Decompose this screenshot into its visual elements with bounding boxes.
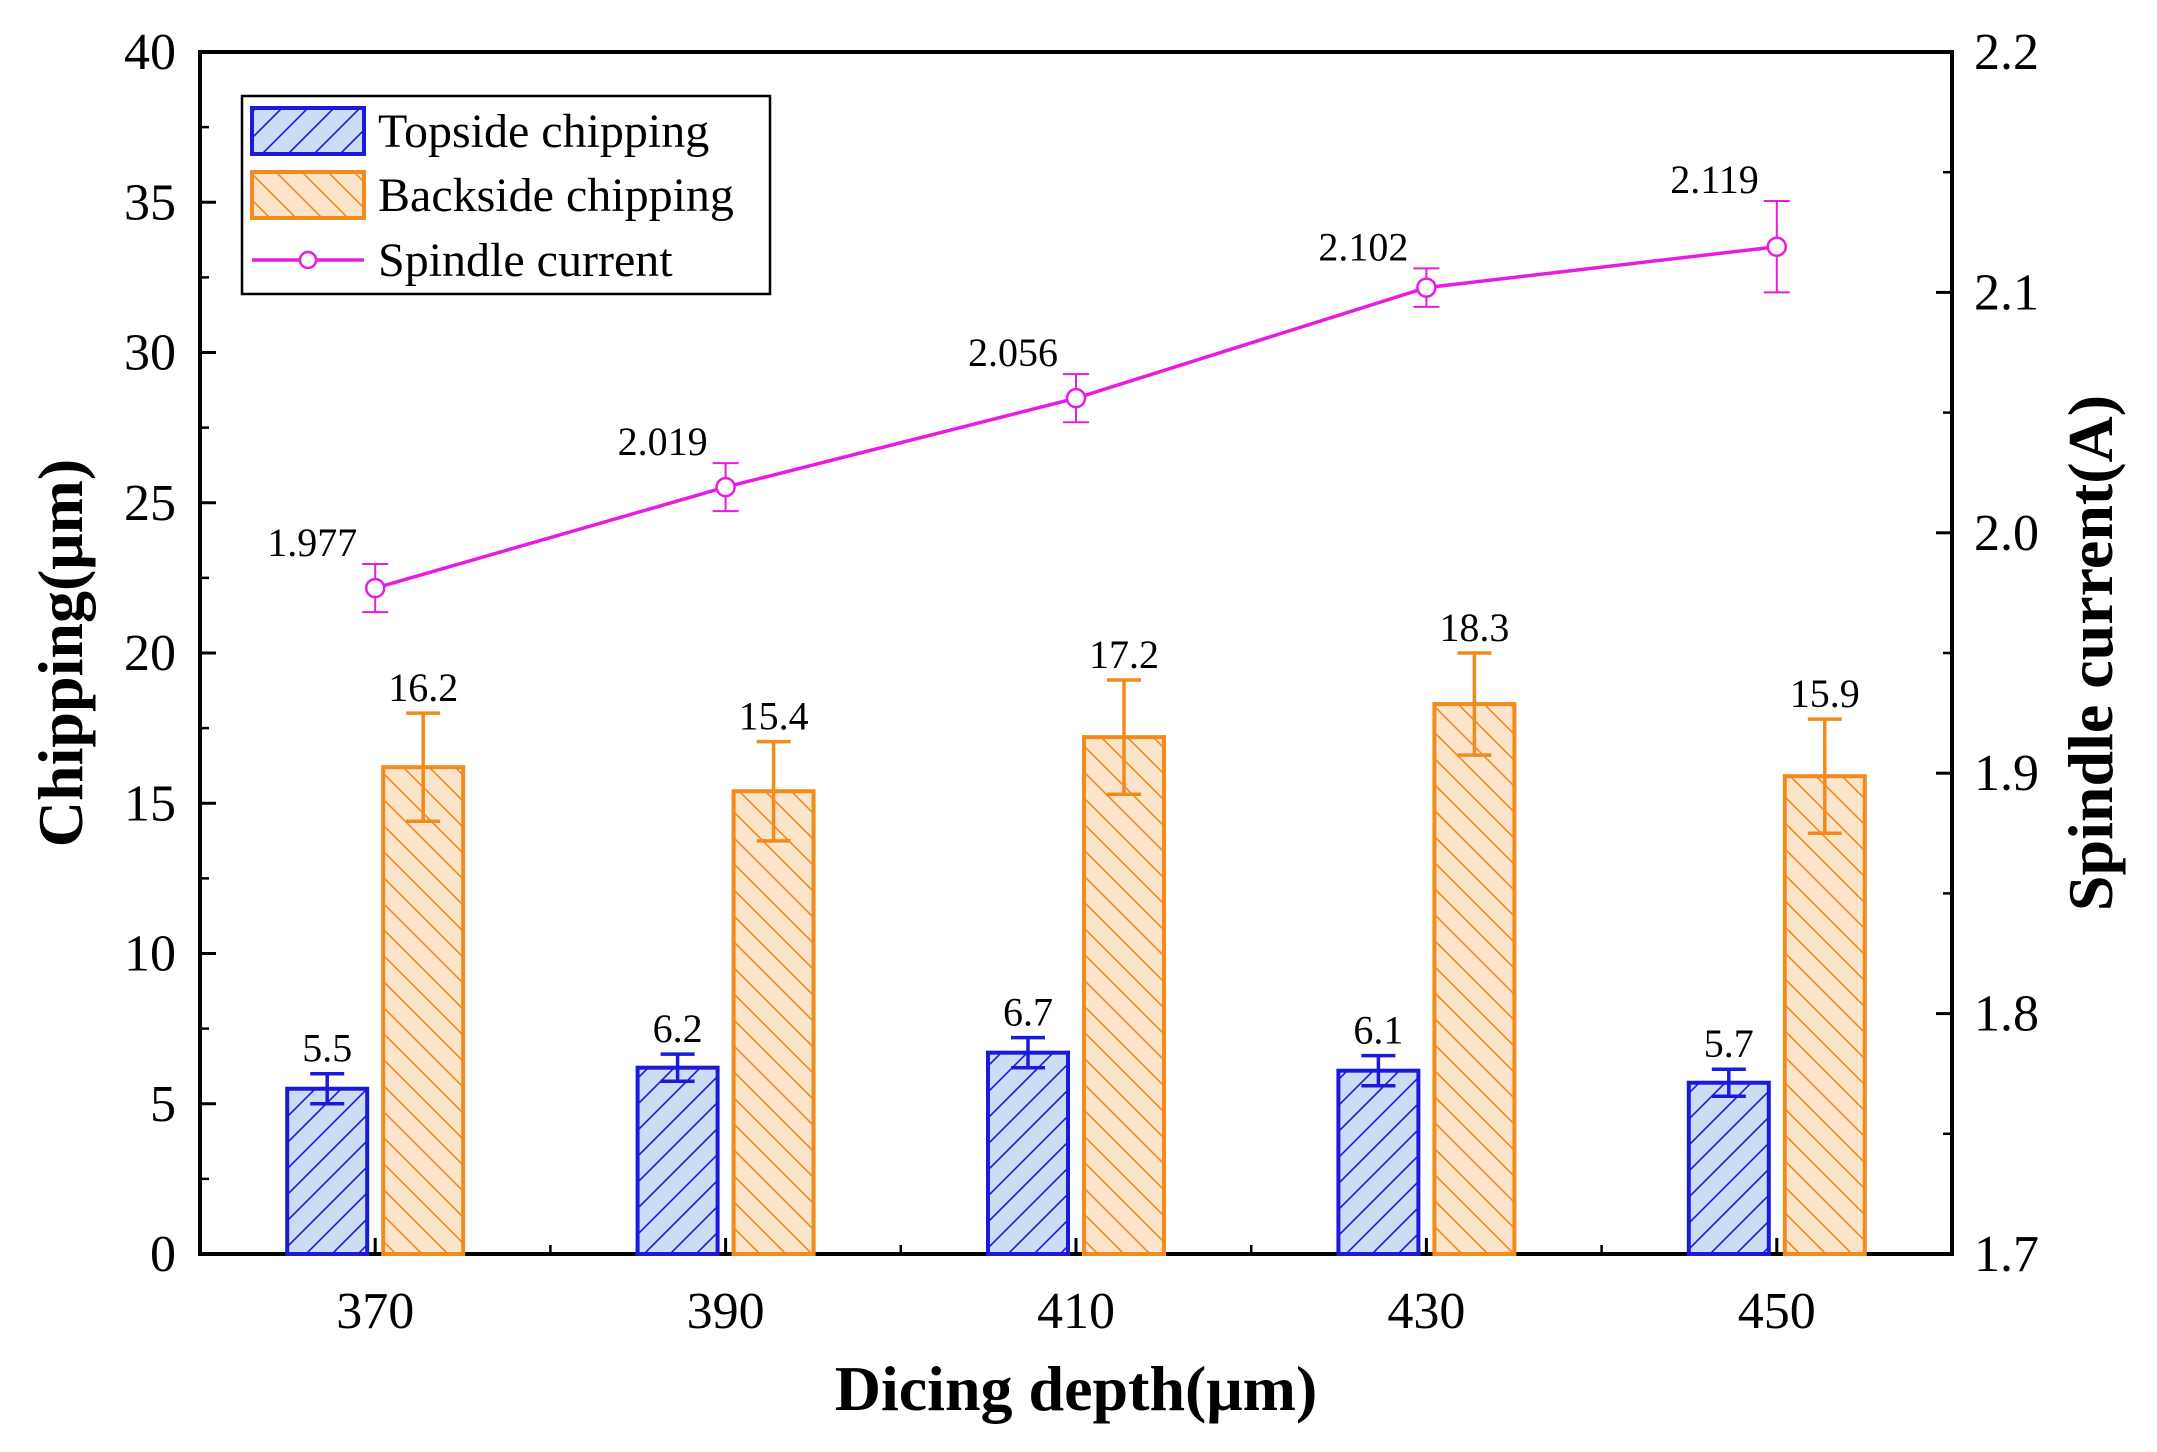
line-point xyxy=(364,577,386,599)
bar-backside xyxy=(1782,774,1867,1257)
y-tick-label: 35 xyxy=(124,174,176,231)
bar-backside xyxy=(1082,735,1166,1256)
x-tick-label: 390 xyxy=(687,1283,765,1340)
x-tick-label: 410 xyxy=(1037,1283,1115,1340)
data-label: 5.5 xyxy=(302,1026,352,1071)
line-point xyxy=(1766,236,1788,257)
x-tick-label: 370 xyxy=(336,1283,414,1340)
data-label: 6.7 xyxy=(1003,990,1053,1035)
y2-tick-label: 2.1 xyxy=(1974,264,2039,321)
data-label: 15.4 xyxy=(739,694,809,739)
line-point xyxy=(1065,387,1087,409)
y-tick-label: 20 xyxy=(124,625,176,682)
data-label: 16.2 xyxy=(388,665,458,710)
y2-tick-label: 1.8 xyxy=(1974,986,2039,1043)
y2-tick-label: 1.7 xyxy=(1974,1226,2039,1283)
line-layer: 1.977 2.019 2.056 2.102 2.119 xyxy=(267,157,1790,614)
bars-layer: 5.5 6.2 6.7 6.1 5.7 16.2 15.4 17.2 18.3 15.9 xyxy=(285,605,1867,1257)
y-tick-label: 5 xyxy=(150,1076,176,1133)
legend-label-backside: Backside chipping xyxy=(378,169,734,222)
y-tick-label: 0 xyxy=(150,1226,176,1283)
line-data-label: 2.019 xyxy=(618,419,708,464)
data-label: 17.2 xyxy=(1089,632,1159,677)
bar-topside xyxy=(1336,1068,1421,1256)
line-data-label: 2.102 xyxy=(1318,224,1408,269)
legend-swatch-topside xyxy=(250,106,366,156)
line-point xyxy=(715,476,736,498)
data-label: 6.1 xyxy=(1353,1008,1403,1053)
legend-swatch-spindle-marker xyxy=(298,250,318,270)
line-data-label: 2.119 xyxy=(1670,157,1759,202)
bar-backside xyxy=(381,765,466,1256)
y2-tick-label: 2.2 xyxy=(1974,24,2039,81)
y2-tick-label: 1.9 xyxy=(1974,745,2039,802)
y-tick-label: 15 xyxy=(124,775,176,832)
legend-swatch-backside xyxy=(250,170,366,220)
y-tick-label: 40 xyxy=(124,24,176,81)
data-label: 18.3 xyxy=(1439,605,1509,650)
line-point xyxy=(1416,277,1437,298)
x-axis-title: Dicing depth(μm) xyxy=(835,1353,1318,1424)
y-tick-label: 10 xyxy=(124,926,176,983)
data-label: 5.7 xyxy=(1704,1021,1754,1066)
line-data-label: 1.977 xyxy=(267,520,357,565)
bar-backside xyxy=(1432,702,1517,1256)
bar-backside xyxy=(731,789,816,1256)
x-tick-label: 430 xyxy=(1387,1283,1465,1340)
bar-topside xyxy=(285,1086,370,1256)
y-tick-label: 30 xyxy=(124,325,176,382)
data-label: 15.9 xyxy=(1790,671,1860,716)
data-label: 6.2 xyxy=(653,1006,703,1051)
legend: Topside chipping Backside chipping Spind… xyxy=(240,94,772,296)
y2-axis-title: Spindle current(A) xyxy=(2055,395,2126,911)
legend-label-spindle: Spindle current xyxy=(378,234,673,287)
bar-topside xyxy=(635,1065,720,1256)
line-data-label: 2.056 xyxy=(968,330,1058,375)
bar-topside xyxy=(1686,1080,1771,1256)
legend-label-topside: Topside chipping xyxy=(378,105,709,158)
x-tick-label: 450 xyxy=(1738,1283,1816,1340)
y2-tick-label: 2.0 xyxy=(1974,505,2039,562)
bar-topside xyxy=(986,1050,1070,1257)
y-tick-label: 25 xyxy=(124,475,176,532)
axes-layer: 0 5 10 15 20 25 30 35 40 1.7 1.8 1.9 2.0 2.1 2.2 370 390… xyxy=(124,24,2039,1340)
y-axis-title: Chipping(μm) xyxy=(25,459,96,847)
